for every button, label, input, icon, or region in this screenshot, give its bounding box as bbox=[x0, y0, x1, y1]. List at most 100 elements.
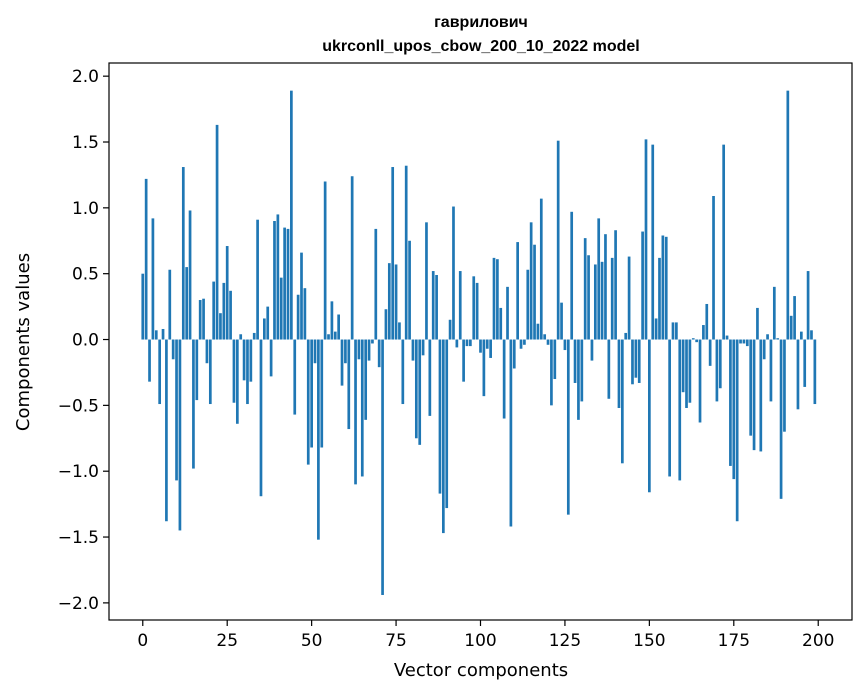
y-tick-label: 2.0 bbox=[72, 67, 99, 87]
bar bbox=[654, 318, 658, 340]
bar bbox=[678, 339, 682, 481]
bar bbox=[577, 339, 580, 420]
bar bbox=[691, 338, 695, 340]
bar bbox=[384, 309, 388, 340]
y-tick-label: 0.5 bbox=[72, 265, 99, 285]
x-tick-label: 175 bbox=[718, 631, 750, 651]
bar bbox=[600, 261, 604, 340]
bar bbox=[421, 339, 425, 356]
bar bbox=[573, 339, 577, 383]
x-tick-label: 150 bbox=[633, 631, 665, 651]
bar bbox=[813, 339, 817, 405]
bar bbox=[144, 178, 148, 340]
bar bbox=[550, 339, 553, 406]
bar bbox=[239, 334, 243, 340]
bar bbox=[597, 218, 601, 340]
bar bbox=[799, 331, 803, 340]
bar bbox=[685, 339, 688, 408]
bar bbox=[718, 339, 722, 389]
bar bbox=[293, 339, 297, 415]
bar bbox=[664, 236, 668, 340]
bar bbox=[296, 294, 300, 340]
bar bbox=[458, 271, 462, 340]
bar bbox=[634, 339, 638, 378]
bar bbox=[715, 339, 719, 402]
bar bbox=[658, 257, 661, 340]
bar bbox=[435, 275, 438, 340]
bar bbox=[475, 282, 479, 340]
bar bbox=[168, 269, 172, 340]
y-tick-label: 1.0 bbox=[72, 199, 99, 219]
bar bbox=[543, 334, 547, 340]
bar bbox=[411, 339, 415, 361]
bar bbox=[188, 210, 192, 340]
bar bbox=[512, 339, 516, 369]
bar bbox=[428, 339, 432, 416]
bar bbox=[708, 339, 712, 366]
bar bbox=[519, 339, 523, 349]
y-tick-label: −1.0 bbox=[58, 462, 99, 482]
bar bbox=[796, 339, 800, 410]
bar bbox=[469, 339, 472, 347]
bar bbox=[607, 339, 611, 399]
bar bbox=[776, 338, 780, 340]
bars-group bbox=[141, 90, 817, 595]
y-axis-ticks: 2.0 1.5 1.0 0.5 0.0 −0.5 −1.0 −1.5 −2.0 bbox=[58, 67, 109, 614]
bar bbox=[445, 339, 449, 509]
bar bbox=[783, 339, 786, 432]
bar bbox=[256, 219, 259, 340]
bar bbox=[546, 339, 550, 345]
bar bbox=[752, 339, 756, 451]
bar bbox=[566, 339, 570, 515]
bar bbox=[394, 264, 398, 340]
bar bbox=[208, 339, 212, 405]
bar bbox=[344, 339, 347, 364]
bar bbox=[374, 228, 378, 340]
bar bbox=[688, 339, 692, 403]
bar bbox=[185, 267, 189, 340]
bar bbox=[158, 339, 162, 405]
bar bbox=[580, 339, 584, 402]
bar bbox=[337, 314, 340, 340]
bar bbox=[219, 313, 222, 340]
bar bbox=[330, 301, 334, 340]
bar bbox=[705, 303, 709, 340]
bar bbox=[333, 331, 337, 340]
bar bbox=[195, 339, 199, 401]
bar bbox=[192, 339, 195, 469]
bar bbox=[756, 307, 759, 340]
bar bbox=[354, 339, 357, 485]
bar bbox=[560, 302, 563, 340]
bar bbox=[225, 246, 229, 340]
bar bbox=[590, 339, 594, 361]
bar bbox=[675, 322, 678, 340]
bar bbox=[259, 339, 263, 497]
bar bbox=[398, 322, 401, 340]
bar bbox=[317, 339, 320, 540]
bar bbox=[215, 124, 219, 340]
bar bbox=[151, 218, 155, 340]
bar bbox=[681, 339, 685, 393]
bar bbox=[523, 339, 526, 345]
bar bbox=[418, 339, 422, 445]
bar bbox=[306, 339, 310, 465]
bar bbox=[252, 332, 256, 340]
bar bbox=[533, 244, 536, 340]
bar bbox=[171, 339, 175, 360]
bar bbox=[360, 339, 364, 477]
bar bbox=[766, 334, 769, 340]
x-axis-ticks: 0 25 50 75 100 125 150 175 200 bbox=[137, 620, 834, 651]
bar bbox=[732, 339, 736, 480]
bar bbox=[279, 277, 283, 340]
bar bbox=[729, 339, 732, 466]
bar bbox=[249, 339, 253, 382]
bar bbox=[725, 335, 729, 340]
x-axis-label: Vector components bbox=[394, 660, 568, 681]
bar bbox=[506, 286, 509, 340]
y-tick-label: 1.5 bbox=[72, 133, 99, 153]
bar bbox=[806, 271, 810, 340]
bar bbox=[371, 339, 374, 344]
x-tick-label: 0 bbox=[137, 631, 148, 651]
bar bbox=[698, 339, 702, 423]
chart-title: гаврилович bbox=[434, 14, 528, 31]
